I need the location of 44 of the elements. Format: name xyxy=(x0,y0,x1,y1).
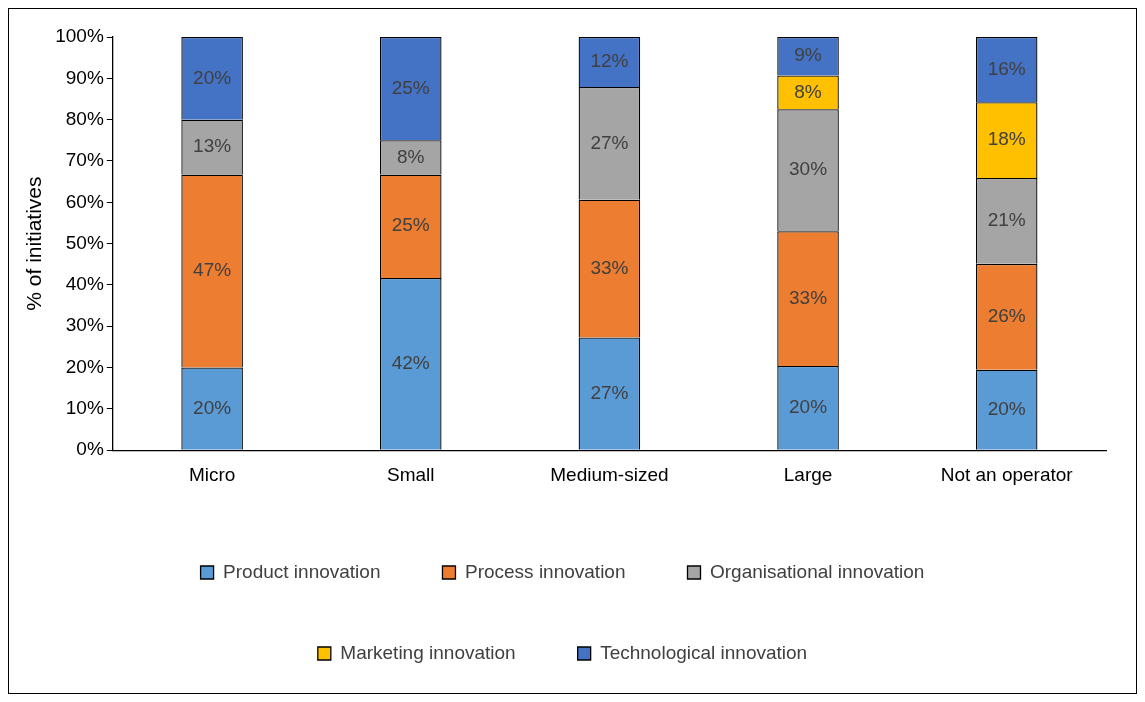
data-label: 20% xyxy=(987,397,1026,419)
legend-label: Technological innovation xyxy=(600,641,808,663)
data-label: 27% xyxy=(590,131,629,153)
x-tick-label: Micro xyxy=(188,463,236,485)
data-label: 33% xyxy=(789,286,828,308)
y-tick-label: 100% xyxy=(55,25,104,47)
legend-label: Marketing innovation xyxy=(340,641,516,663)
data-label: 9% xyxy=(794,44,822,66)
data-label: 20% xyxy=(193,66,232,88)
y-tick-label: 10% xyxy=(65,397,104,419)
x-tick-label: Large xyxy=(783,463,833,485)
data-label: 33% xyxy=(590,256,629,278)
x-tick-label: Medium-sized xyxy=(550,463,669,485)
y-tick-label: 70% xyxy=(65,149,104,171)
y-tick-label: 40% xyxy=(65,273,104,295)
data-label: 12% xyxy=(590,50,629,72)
data-label: 8% xyxy=(794,80,822,102)
data-label: 25% xyxy=(391,214,430,236)
x-tick-label: Not an operator xyxy=(940,463,1074,485)
data-label: 25% xyxy=(391,76,430,98)
data-label: 26% xyxy=(987,304,1026,326)
data-label: 13% xyxy=(193,135,232,157)
y-tick-label: 90% xyxy=(65,66,104,88)
data-label: 8% xyxy=(397,145,425,167)
y-tick-label: 0% xyxy=(76,438,104,460)
y-tick-label: 30% xyxy=(65,314,104,336)
y-tick-label: 50% xyxy=(65,231,104,253)
data-label: 16% xyxy=(987,57,1026,79)
data-label: 21% xyxy=(987,209,1026,231)
y-tick-label: 60% xyxy=(65,190,104,212)
x-tick-label: Small xyxy=(387,463,435,485)
data-label: 30% xyxy=(789,158,828,180)
legend-label: Process innovation xyxy=(464,560,626,582)
data-label: 20% xyxy=(789,396,828,418)
y-axis-title: % of initiatives xyxy=(22,176,46,311)
data-label: 47% xyxy=(193,259,232,281)
data-label: 42% xyxy=(391,352,430,374)
legend-label: Organisational innovation xyxy=(710,560,925,582)
data-label: 27% xyxy=(590,381,629,403)
y-tick-label: 20% xyxy=(65,355,104,377)
data-label: 18% xyxy=(987,128,1026,150)
legend-label: Product innovation xyxy=(223,560,381,582)
y-tick-label: 80% xyxy=(65,107,104,129)
data-label: 20% xyxy=(193,396,232,418)
